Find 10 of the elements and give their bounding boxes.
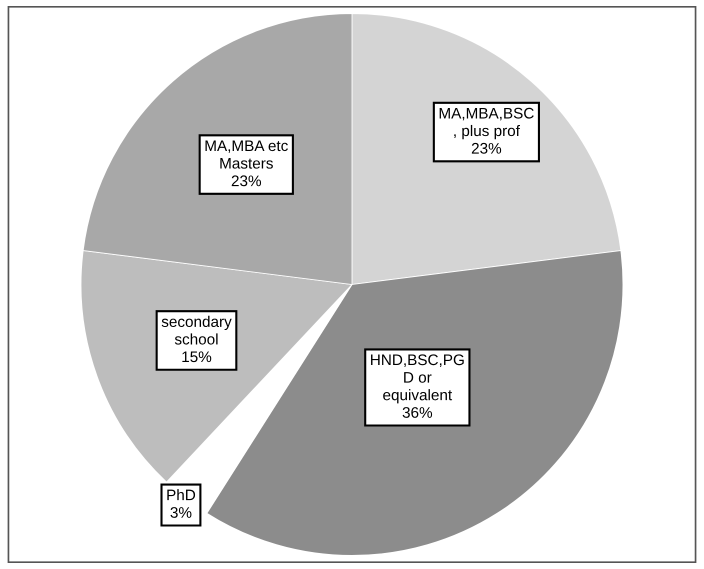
data-label: 15% bbox=[182, 351, 212, 362]
slice-label: MA,MBA,BSC , plus prof bbox=[440, 108, 534, 140]
data-label: 23% bbox=[472, 142, 502, 154]
slice-label: HND,BSC,PG D or equivalent bbox=[371, 354, 464, 404]
slice-label: PhD bbox=[167, 489, 196, 500]
data-label: 36% bbox=[402, 407, 432, 418]
data-label: 3% bbox=[170, 507, 192, 518]
data-label: 23% bbox=[232, 175, 262, 186]
slice-label: MA,MBA etc Masters bbox=[206, 140, 288, 169]
slice-label: secondary school bbox=[162, 316, 232, 345]
